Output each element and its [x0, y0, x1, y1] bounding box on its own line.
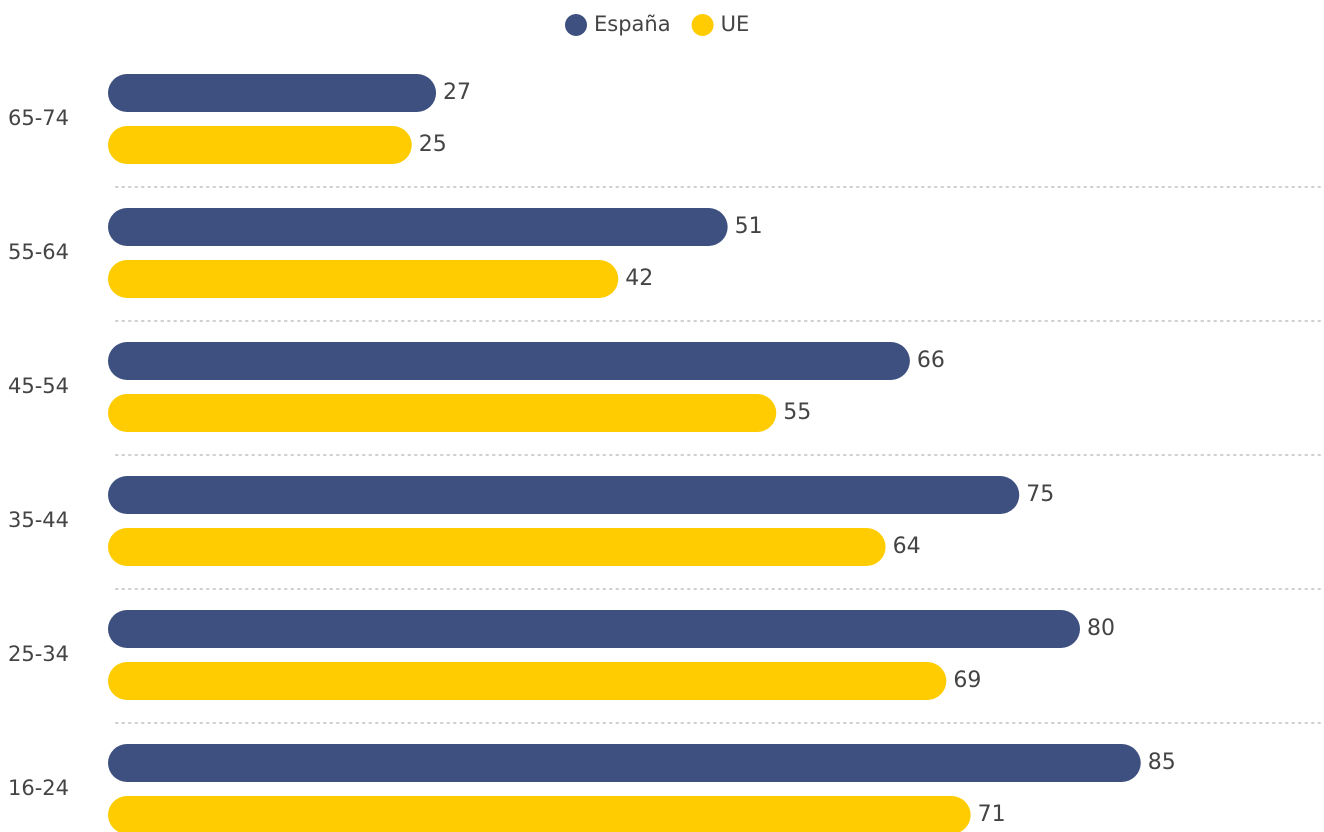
value-label: 80 [1087, 616, 1115, 641]
bar [108, 74, 437, 112]
bar [108, 342, 910, 380]
value-label: 51 [735, 214, 763, 239]
y-tick-label: 16-24 [8, 776, 69, 800]
bar [108, 476, 1020, 514]
value-label: 64 [893, 534, 921, 559]
value-label: 42 [625, 266, 653, 291]
value-label: 66 [917, 348, 945, 373]
legend-label: UE [721, 12, 750, 36]
y-tick-label: 65-74 [8, 106, 69, 130]
value-label: 75 [1026, 482, 1054, 507]
legend-label: España [594, 12, 671, 36]
bar [108, 796, 971, 832]
y-tick-label: 55-64 [8, 240, 69, 264]
bar [108, 662, 947, 700]
bar [108, 208, 728, 246]
y-tick-label: 25-34 [8, 642, 69, 666]
bar [108, 744, 1141, 782]
legend-swatch [565, 14, 587, 36]
bar [108, 610, 1080, 648]
value-label: 27 [443, 80, 471, 105]
bar [108, 260, 619, 298]
value-label: 69 [953, 668, 981, 693]
legend-swatch [691, 14, 714, 36]
value-label: 85 [1148, 750, 1176, 775]
bar [108, 528, 886, 566]
value-label: 71 [978, 802, 1006, 827]
bar [108, 394, 777, 432]
value-label: 55 [783, 400, 811, 425]
y-tick-label: 45-54 [8, 374, 69, 398]
value-label: 25 [419, 132, 447, 157]
y-tick-label: 35-44 [8, 508, 69, 532]
bar [108, 126, 412, 164]
